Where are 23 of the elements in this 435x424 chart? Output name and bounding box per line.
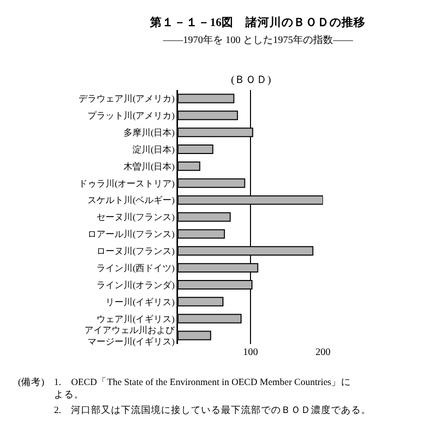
y-tick-label: ローヌ川(フランス) (96, 246, 175, 256)
y-tick-label: デラウェア川(アメリカ) (78, 94, 175, 104)
x-tick-label: 200 (316, 347, 330, 358)
y-tick-label: ライン川(西ドイツ) (96, 262, 175, 273)
y-tick-label: スケルト川(ベルギー) (88, 195, 175, 206)
y-tick-label: ロアール川(フランス) (88, 229, 175, 240)
y-tick-label: ドゥラ川(オーストリア) (78, 178, 175, 188)
y-tick-label: ライン川(オランダ) (96, 280, 175, 290)
x-tick-label: 100 (243, 347, 258, 358)
y-tick-label: セーヌ川(フランス) (96, 212, 175, 222)
y-tick-label: ウェア川(イギリス) (96, 314, 175, 324)
text: (ＢＯＤ) (231, 75, 272, 86)
chart-subtitle: ――1970年を 100 とした1975年の指数―― (162, 34, 354, 46)
y-tick-label: アイアウェル川およびマージー川(イギリス) (84, 324, 176, 347)
y-tick-label: 木曽川(日本) (124, 161, 175, 172)
text: 2. 河口部又は下流国境に接している最下流部でのＢＯＤ濃度である。 (54, 404, 372, 416)
y-tick-label: リー川(イギリス) (106, 296, 175, 307)
y-tick-label: 多摩川(日本) (124, 127, 175, 138)
y-tick-label: プラット川(アメリカ) (88, 110, 175, 121)
text: 1. OECD「The State of the Environment in OECD Member Countries」による。 (54, 376, 352, 400)
text: (備考) (18, 376, 44, 388)
chart-title: 第１－１－16図 諸河川のＢＯＤの推移 (149, 15, 366, 29)
y-tick-label: 淀川(日本) (132, 144, 175, 154)
